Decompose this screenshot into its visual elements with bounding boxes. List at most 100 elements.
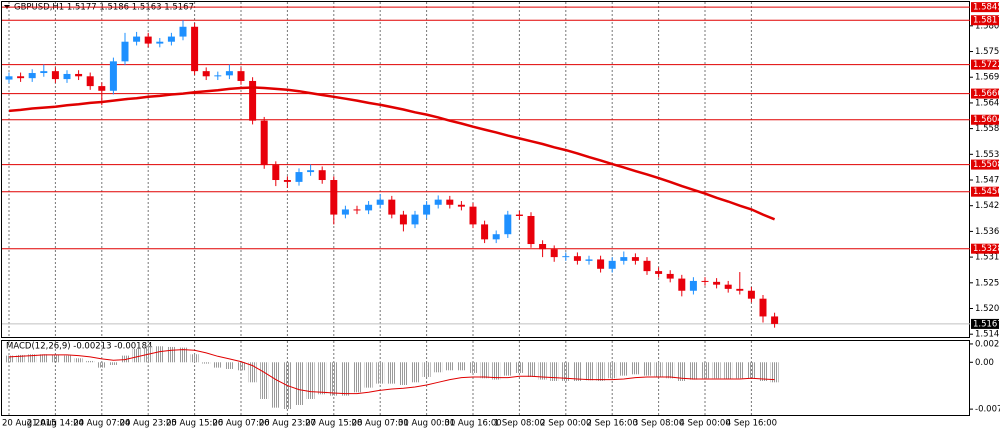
- macd-bar: [132, 348, 141, 363]
- candle-body: [75, 73, 83, 77]
- candle-body: [492, 234, 500, 240]
- candle-body: [156, 41, 164, 44]
- candle-body: [678, 278, 686, 291]
- y-tick-label: 1.5420: [975, 201, 1000, 211]
- candle-body: [260, 120, 268, 166]
- y-tick-label: -0.00702: [975, 405, 1000, 415]
- candle-body: [167, 36, 175, 42]
- candle-body: [399, 214, 407, 225]
- candle-body: [237, 71, 245, 81]
- candle-body: [295, 172, 303, 182]
- macd-bar: [248, 362, 257, 383]
- y-tick-label: 1.5750: [975, 47, 1000, 57]
- candle-body: [28, 73, 36, 79]
- macd-bar: [770, 362, 779, 383]
- candle-body: [133, 36, 141, 42]
- macd-bar: [573, 362, 582, 381]
- macd-bar: [701, 362, 709, 379]
- macd-bar: [387, 362, 396, 384]
- macd-bar: [654, 362, 663, 377]
- candle-body: [98, 86, 106, 91]
- macd-bar: [596, 362, 605, 381]
- y-tick-label: 1.5695: [975, 73, 1000, 83]
- candle-body: [5, 76, 13, 80]
- macd-panel-frame: [1, 340, 970, 416]
- candle-body: [655, 271, 663, 274]
- macd-bar: [561, 362, 570, 381]
- macd-bar: [434, 362, 443, 373]
- level-label: 1.5508: [973, 160, 1000, 170]
- candle-body: [144, 36, 152, 44]
- x-tick-label: 24 Aug 07:00: [73, 419, 130, 429]
- macd-bar: [306, 362, 315, 399]
- macd-bar: [712, 362, 721, 379]
- level-label-box: [971, 114, 999, 125]
- level-label: 1.5604: [973, 115, 1000, 125]
- level-label: 1.5817: [973, 16, 1000, 26]
- candle-body: [411, 214, 419, 225]
- candle-body: [481, 224, 489, 240]
- macd-bar: [399, 362, 408, 385]
- macd-bar: [341, 362, 350, 396]
- candle-body: [539, 244, 547, 250]
- candle-body: [17, 76, 25, 79]
- macd-bar: [109, 362, 118, 365]
- macd-bar: [643, 362, 651, 376]
- y-tick-label: 1.5365: [975, 227, 1000, 237]
- x-tick-label: 20 Aug 2015: [2, 419, 56, 429]
- candle-body: [86, 76, 94, 87]
- macd-bar: [411, 362, 419, 383]
- candle-body: [179, 26, 187, 37]
- macd-bar: [608, 362, 617, 379]
- candle-body: [376, 199, 384, 205]
- candle-body: [562, 256, 570, 258]
- macd-bar: [260, 362, 269, 399]
- y-tick-label: 1.5805: [975, 21, 1000, 31]
- candle-body: [747, 290, 755, 299]
- x-tick-label: 31 Aug 16:00: [444, 419, 501, 429]
- y-tick-label: 0.00275: [975, 339, 1000, 349]
- candle-body: [388, 199, 396, 215]
- macd-bar: [538, 362, 547, 380]
- level-label-box: [971, 243, 999, 254]
- candle-body: [457, 204, 465, 207]
- x-tick-label: 1 Sep 08:00: [494, 419, 545, 429]
- macd-bar: [735, 362, 744, 379]
- x-tick-label: 3 Sep 08:00: [633, 419, 684, 429]
- candle-body: [307, 170, 315, 173]
- macd-bar: [503, 362, 512, 376]
- candle-body: [51, 71, 59, 80]
- macd-bar: [492, 362, 501, 380]
- x-tick-label: 25 Aug 15:00: [166, 419, 223, 429]
- y-tick-label: 1.5585: [975, 124, 1000, 134]
- level-label: 1.5660: [973, 89, 1000, 99]
- candle-body: [330, 180, 338, 215]
- macd-bar: [179, 347, 187, 363]
- candle-body: [283, 180, 291, 182]
- moving-average: [8, 86, 776, 221]
- macd-bar: [445, 362, 454, 371]
- x-tick-label: 31 Aug 00:00: [398, 419, 455, 429]
- level-label: 1.5722: [973, 60, 1000, 70]
- x-tick-label: 2 Sep 00:00: [540, 419, 591, 429]
- macd-bar: [550, 362, 559, 381]
- level-label: 1.5845: [973, 3, 1000, 13]
- candle-body: [515, 214, 523, 216]
- macd-bar: [271, 362, 280, 408]
- x-tick-label: 26 Aug 07:00: [212, 419, 269, 429]
- macd-bar: [74, 358, 83, 363]
- x-tick-label: 28 Aug 07:00: [352, 419, 409, 429]
- macd-bar: [155, 346, 164, 363]
- macd-bar: [364, 362, 373, 388]
- candle-body: [434, 199, 442, 205]
- macd-bar: [213, 362, 222, 368]
- last-price-box: [971, 318, 999, 329]
- y-tick-label: 0.00: [975, 358, 994, 368]
- macd-bar: [619, 362, 628, 376]
- macd-bar: [666, 362, 675, 379]
- y-tick-label: 1.5310: [975, 253, 1000, 263]
- macd-bar: [515, 362, 524, 373]
- candle-body: [40, 71, 48, 74]
